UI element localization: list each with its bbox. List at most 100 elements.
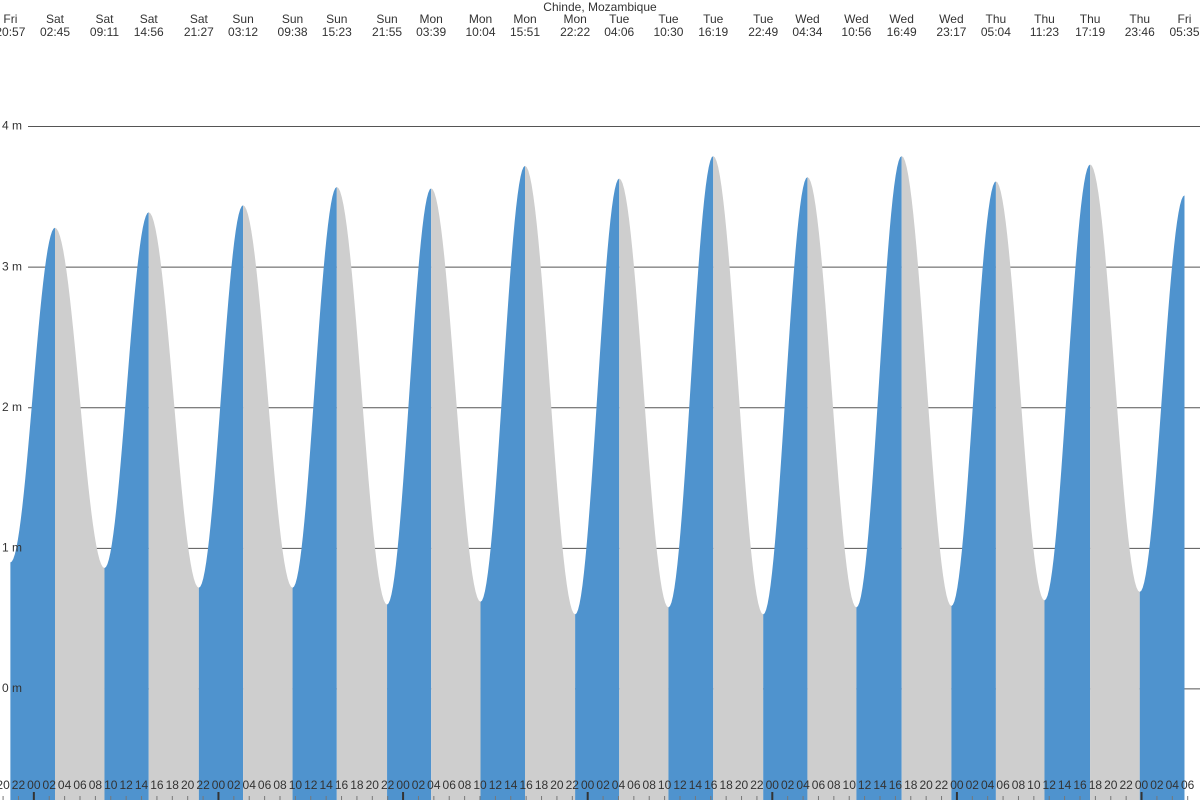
x-tick-label: 10	[843, 778, 857, 792]
x-tick-label: 22	[566, 778, 580, 792]
x-tick-label: 16	[704, 778, 718, 792]
x-tick-label: 12	[489, 778, 503, 792]
x-tick-label: 08	[1012, 778, 1026, 792]
x-tick-label: 04	[243, 778, 257, 792]
x-tick-label: 06	[443, 778, 457, 792]
extreme-day: Thu	[986, 12, 1007, 26]
falling-area	[995, 181, 1045, 800]
y-tick-label: 3 m	[2, 259, 22, 273]
extreme-time: 17:19	[1075, 25, 1105, 39]
x-tick-label: 00	[27, 778, 41, 792]
extreme-time: 02:45	[40, 25, 70, 39]
extreme-day: Sat	[95, 12, 114, 26]
x-tick-label: 16	[335, 778, 349, 792]
x-tick-label: 16	[519, 778, 533, 792]
extreme-day: Sun	[326, 12, 347, 26]
x-tick-label: 08	[827, 778, 841, 792]
extreme-day: Tue	[703, 12, 724, 26]
falling-area	[901, 156, 952, 800]
x-tick-label: 08	[273, 778, 287, 792]
x-tick-label: 18	[350, 778, 364, 792]
extreme-time: 10:04	[465, 25, 495, 39]
x-tick-label: 04	[427, 778, 441, 792]
x-tick-label: 10	[1027, 778, 1041, 792]
x-tick-label: 20	[550, 778, 564, 792]
x-tick-label: 02	[1150, 778, 1164, 792]
extreme-time: 16:19	[698, 25, 728, 39]
extreme-time: 04:34	[792, 25, 822, 39]
extreme-time: 05:04	[981, 25, 1011, 39]
x-tick-label: 02	[227, 778, 241, 792]
y-tick-label: 4 m	[2, 119, 22, 133]
extreme-day: Fri	[3, 12, 17, 26]
x-tick-label: 04	[981, 778, 995, 792]
rising-area	[198, 205, 244, 800]
x-tick-label: 14	[319, 778, 333, 792]
extreme-time: 21:55	[372, 25, 402, 39]
x-tick-label: 20	[181, 778, 195, 792]
x-tick-label: 10	[104, 778, 118, 792]
x-tick-label: 12	[304, 778, 318, 792]
x-tick-label: 12	[1043, 778, 1057, 792]
rising-area	[763, 177, 808, 800]
extreme-time: 10:30	[653, 25, 683, 39]
tide-areas	[10, 156, 1185, 800]
extreme-time: 04:06	[604, 25, 634, 39]
extreme-day: Wed	[939, 12, 963, 26]
extreme-day: Wed	[795, 12, 819, 26]
y-tick-label: 0 m	[2, 681, 22, 695]
x-tick-label: 06	[996, 778, 1010, 792]
extreme-time: 23:17	[936, 25, 966, 39]
x-tick-label: 14	[504, 778, 518, 792]
x-tick-label: 14	[873, 778, 887, 792]
rising-area	[292, 186, 337, 800]
falling-area	[55, 227, 105, 800]
extreme-time: 03:39	[416, 25, 446, 39]
x-tick-label: 14	[135, 778, 149, 792]
extreme-day: Mon	[469, 12, 492, 26]
extreme-day: Tue	[658, 12, 679, 26]
x-tick-label: 18	[166, 778, 180, 792]
falling-area	[1090, 164, 1140, 800]
x-tick-label: 06	[627, 778, 641, 792]
extreme-day: Sat	[190, 12, 209, 26]
rising-area	[575, 178, 620, 800]
x-tick-label: 20	[366, 778, 380, 792]
x-tick-label: 22	[1119, 778, 1133, 792]
rising-area	[480, 165, 525, 800]
extreme-day: Mon	[513, 12, 536, 26]
x-tick-label: 16	[150, 778, 164, 792]
falling-area	[525, 165, 576, 800]
x-tick-label: 22	[935, 778, 949, 792]
extreme-day: Tue	[609, 12, 630, 26]
x-tick-label: 04	[1166, 778, 1180, 792]
extreme-day: Mon	[563, 12, 586, 26]
extreme-day: Wed	[889, 12, 913, 26]
x-tick-label: 04	[612, 778, 626, 792]
x-tick-label: 12	[119, 778, 133, 792]
x-tick-label: 10	[289, 778, 303, 792]
x-tick-label: 00	[212, 778, 226, 792]
x-tick-label: 00	[1135, 778, 1149, 792]
x-tick-label: 18	[535, 778, 549, 792]
x-tick-label: 12	[673, 778, 687, 792]
extreme-day: Mon	[419, 12, 442, 26]
falling-area	[431, 188, 481, 800]
extreme-time: 09:11	[90, 25, 119, 39]
x-tick-label: 22	[196, 778, 210, 792]
x-tick-label: 00	[396, 778, 410, 792]
x-tick-label: 00	[766, 778, 780, 792]
falling-area	[336, 186, 388, 800]
x-tick-label: 06	[73, 778, 87, 792]
extreme-time: 21:27	[184, 25, 214, 39]
rising-area	[1139, 195, 1185, 800]
x-tick-label: 14	[1058, 778, 1072, 792]
y-tick-label: 2 m	[2, 400, 22, 414]
extreme-time: 10:56	[841, 25, 871, 39]
x-tick-label: 18	[904, 778, 918, 792]
extreme-time: 22:22	[560, 25, 590, 39]
extreme-day: Sun	[282, 12, 303, 26]
x-tick-label: 20	[1104, 778, 1118, 792]
extreme-day: Thu	[1129, 12, 1150, 26]
